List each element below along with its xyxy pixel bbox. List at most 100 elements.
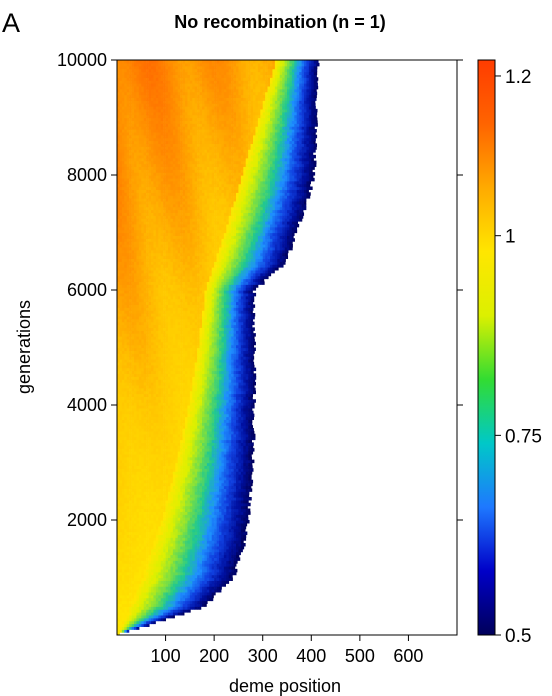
heatmap-cell	[219, 505, 222, 510]
heatmap-cell	[177, 367, 181, 372]
heatmap-cell	[136, 537, 140, 541]
heatmap-cell	[214, 364, 217, 369]
heatmap-cell	[151, 350, 154, 354]
heatmap-cell	[209, 497, 213, 501]
heatmap-cell	[175, 497, 179, 501]
heatmap-cell	[206, 494, 210, 498]
heatmap-cell	[238, 456, 242, 461]
heatmap-cell	[204, 476, 208, 481]
heatmap-cell	[180, 514, 183, 518]
heatmap-cell	[199, 502, 203, 507]
heatmap-cell	[136, 439, 140, 443]
heatmap-cell	[219, 577, 222, 581]
heatmap-cell	[182, 589, 186, 593]
heatmap-cell	[236, 405, 239, 409]
heatmap-cell	[126, 428, 130, 432]
heatmap-cell	[231, 476, 234, 481]
heatmap-cell	[117, 462, 120, 466]
heatmap-cell	[238, 439, 242, 443]
heatmap-cell	[214, 514, 217, 518]
heatmap-cell	[119, 583, 123, 587]
heatmap-cell	[199, 543, 203, 547]
heatmap-cell	[134, 534, 137, 538]
heatmap-cell	[182, 350, 186, 354]
heatmap-cell	[160, 485, 164, 489]
heatmap-cell	[136, 580, 140, 584]
heatmap-cell	[131, 522, 135, 527]
heatmap-cell	[141, 353, 145, 357]
heatmap-cell	[214, 393, 217, 397]
heatmap-cell	[143, 545, 147, 550]
heatmap-cell	[180, 583, 183, 587]
heatmap-cell	[153, 534, 157, 538]
heatmap-cell	[141, 543, 145, 547]
heatmap-cell	[189, 574, 193, 579]
heatmap-cell	[168, 603, 171, 607]
heatmap-cell	[151, 468, 154, 472]
heatmap-cell	[151, 566, 154, 570]
heatmap-cell	[202, 433, 205, 438]
heatmap-cell	[204, 451, 208, 455]
heatmap-cell	[143, 416, 147, 420]
heatmap-cell	[245, 376, 249, 380]
heatmap-cell	[194, 566, 198, 570]
heatmap-cell	[185, 376, 188, 380]
heatmap-cell	[141, 468, 145, 472]
heatmap-cell	[219, 560, 222, 564]
heatmap-cell	[226, 474, 230, 478]
heatmap-cell	[180, 603, 183, 607]
heatmap-cell	[165, 356, 169, 360]
heatmap-cell	[209, 359, 213, 363]
heatmap-cell	[158, 514, 162, 518]
heatmap-cell	[168, 367, 171, 372]
heatmap-cell	[189, 505, 193, 510]
heatmap-cell	[138, 396, 142, 400]
heatmap-cell	[216, 540, 220, 544]
heatmap-cell	[238, 428, 242, 432]
heatmap-area	[117, 60, 320, 635]
heatmap-cell	[175, 534, 179, 538]
heatmap-cell	[226, 482, 230, 487]
heatmap-cell	[216, 517, 220, 521]
heatmap-cell	[175, 396, 179, 400]
heatmap-cell	[153, 436, 157, 441]
heatmap-cell	[233, 436, 237, 441]
heatmap-cell	[126, 612, 130, 616]
heatmap-cell	[146, 485, 149, 489]
heatmap-cell	[124, 600, 128, 604]
heatmap-cell	[228, 459, 232, 464]
heatmap-cell	[177, 453, 181, 458]
heatmap-cell	[172, 430, 176, 435]
heatmap-cell	[153, 425, 157, 429]
heatmap-cell	[153, 373, 157, 377]
heatmap-cell	[136, 367, 140, 372]
heatmap-cell	[194, 511, 198, 515]
heatmap-cell	[228, 436, 232, 441]
heatmap-cell	[216, 543, 220, 547]
heatmap-cell	[141, 356, 145, 360]
heatmap-cell	[138, 508, 142, 512]
heatmap-cell	[124, 373, 128, 377]
heatmap-cell	[117, 591, 120, 596]
heatmap-cell	[136, 430, 140, 435]
heatmap-cell	[153, 594, 157, 599]
heatmap-cell	[182, 382, 186, 386]
heatmap-cell	[151, 425, 154, 429]
heatmap-cell	[177, 502, 181, 507]
heatmap-cell	[155, 442, 159, 446]
heatmap-cell	[187, 439, 191, 443]
heatmap-cell	[119, 474, 123, 478]
heatmap-cell	[214, 382, 217, 386]
heatmap-cell	[240, 502, 244, 507]
heatmap-cell	[119, 379, 123, 383]
heatmap-cell	[243, 416, 247, 420]
heatmap-cell	[124, 522, 128, 527]
heatmap-cell	[175, 583, 179, 587]
heatmap-cell	[202, 384, 205, 389]
heatmap-cell	[160, 583, 164, 587]
heatmap-cell	[199, 425, 203, 429]
heatmap-cell	[124, 609, 128, 613]
heatmap-cell	[141, 451, 145, 455]
heatmap-cell	[119, 430, 123, 435]
heatmap-cell	[124, 537, 128, 541]
